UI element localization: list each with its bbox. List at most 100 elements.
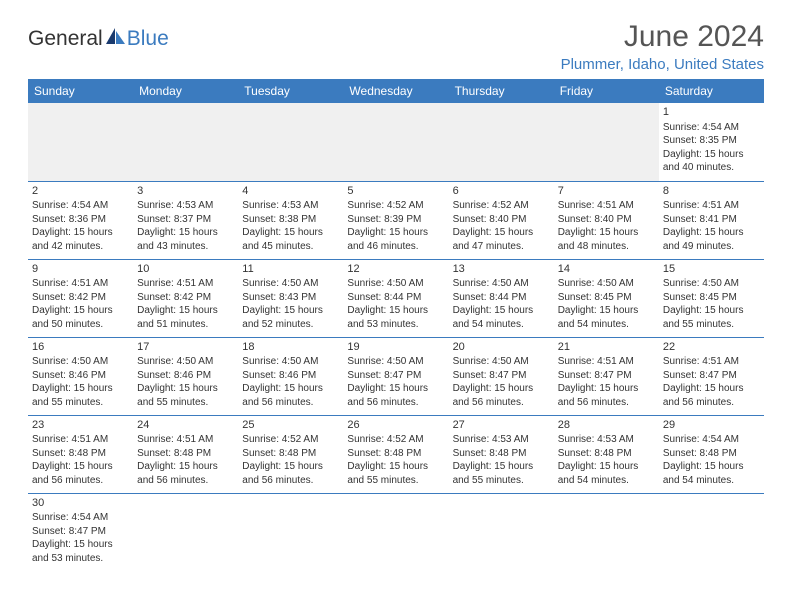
sunrise-line: Sunrise: 4:53 AM: [453, 433, 550, 447]
day-number: 12: [347, 262, 444, 277]
daylight-line: Daylight: 15 hours and 56 minutes.: [32, 460, 129, 487]
daylight-line: Daylight: 15 hours and 55 minutes.: [137, 382, 234, 409]
calendar-day: 1Sunrise: 4:54 AMSunset: 8:35 PMDaylight…: [659, 103, 764, 181]
sunset-line: Sunset: 8:47 PM: [347, 369, 444, 383]
daylight-line: Daylight: 15 hours and 54 minutes.: [558, 304, 655, 331]
calendar-week: 1Sunrise: 4:54 AMSunset: 8:35 PMDaylight…: [28, 103, 764, 181]
sunset-line: Sunset: 8:47 PM: [453, 369, 550, 383]
sunrise-line: Sunrise: 4:50 AM: [558, 277, 655, 291]
sunset-line: Sunset: 8:46 PM: [242, 369, 339, 383]
calendar-day: 25Sunrise: 4:52 AMSunset: 8:48 PMDayligh…: [238, 415, 343, 493]
day-number: 6: [453, 184, 550, 199]
daylight-line: Daylight: 15 hours and 55 minutes.: [32, 382, 129, 409]
day-header: Monday: [133, 79, 238, 103]
calendar-empty: [28, 103, 133, 181]
sunrise-line: Sunrise: 4:54 AM: [663, 433, 760, 447]
day-header: Thursday: [449, 79, 554, 103]
logo: General Blue: [28, 26, 169, 51]
daylight-line: Daylight: 15 hours and 54 minutes.: [663, 460, 760, 487]
calendar-day: 3Sunrise: 4:53 AMSunset: 8:37 PMDaylight…: [133, 181, 238, 259]
sunrise-line: Sunrise: 4:50 AM: [137, 355, 234, 369]
calendar-day: 24Sunrise: 4:51 AMSunset: 8:48 PMDayligh…: [133, 415, 238, 493]
calendar-day: 7Sunrise: 4:51 AMSunset: 8:40 PMDaylight…: [554, 181, 659, 259]
day-number: 3: [137, 184, 234, 199]
sunrise-line: Sunrise: 4:51 AM: [137, 433, 234, 447]
sunrise-line: Sunrise: 4:54 AM: [32, 199, 129, 213]
daylight-line: Daylight: 15 hours and 42 minutes.: [32, 226, 129, 253]
calendar-day: 6Sunrise: 4:52 AMSunset: 8:40 PMDaylight…: [449, 181, 554, 259]
daylight-line: Daylight: 15 hours and 50 minutes.: [32, 304, 129, 331]
sunset-line: Sunset: 8:48 PM: [32, 447, 129, 461]
daylight-line: Daylight: 15 hours and 43 minutes.: [137, 226, 234, 253]
sunrise-line: Sunrise: 4:50 AM: [242, 355, 339, 369]
daylight-line: Daylight: 15 hours and 54 minutes.: [558, 460, 655, 487]
sunset-line: Sunset: 8:41 PM: [663, 213, 760, 227]
sunset-line: Sunset: 8:36 PM: [32, 213, 129, 227]
daylight-line: Daylight: 15 hours and 56 minutes.: [242, 382, 339, 409]
sunset-line: Sunset: 8:43 PM: [242, 291, 339, 305]
sunset-line: Sunset: 8:48 PM: [242, 447, 339, 461]
calendar-body: 1Sunrise: 4:54 AMSunset: 8:35 PMDaylight…: [28, 103, 764, 571]
sunset-line: Sunset: 8:44 PM: [347, 291, 444, 305]
daylight-line: Daylight: 15 hours and 56 minutes.: [137, 460, 234, 487]
daylight-line: Daylight: 15 hours and 53 minutes.: [32, 538, 129, 565]
day-number: 29: [663, 418, 760, 433]
sunrise-line: Sunrise: 4:50 AM: [347, 355, 444, 369]
calendar-empty: [133, 493, 238, 571]
sunset-line: Sunset: 8:42 PM: [137, 291, 234, 305]
location-text: Plummer, Idaho, United States: [561, 56, 764, 73]
day-header: Friday: [554, 79, 659, 103]
calendar-day: 13Sunrise: 4:50 AMSunset: 8:44 PMDayligh…: [449, 259, 554, 337]
daylight-line: Daylight: 15 hours and 56 minutes.: [242, 460, 339, 487]
sunset-line: Sunset: 8:47 PM: [663, 369, 760, 383]
sunrise-line: Sunrise: 4:52 AM: [347, 199, 444, 213]
day-header-row: SundayMondayTuesdayWednesdayThursdayFrid…: [28, 79, 764, 103]
day-number: 10: [137, 262, 234, 277]
daylight-line: Daylight: 15 hours and 56 minutes.: [347, 382, 444, 409]
day-number: 30: [32, 496, 129, 511]
calendar-day: 5Sunrise: 4:52 AMSunset: 8:39 PMDaylight…: [343, 181, 448, 259]
sunrise-line: Sunrise: 4:51 AM: [32, 433, 129, 447]
day-number: 11: [242, 262, 339, 277]
daylight-line: Daylight: 15 hours and 47 minutes.: [453, 226, 550, 253]
calendar-day: 29Sunrise: 4:54 AMSunset: 8:48 PMDayligh…: [659, 415, 764, 493]
day-number: 21: [558, 340, 655, 355]
day-header: Saturday: [659, 79, 764, 103]
sunset-line: Sunset: 8:42 PM: [32, 291, 129, 305]
calendar-day: 15Sunrise: 4:50 AMSunset: 8:45 PMDayligh…: [659, 259, 764, 337]
daylight-line: Daylight: 15 hours and 56 minutes.: [558, 382, 655, 409]
day-number: 25: [242, 418, 339, 433]
sunset-line: Sunset: 8:46 PM: [32, 369, 129, 383]
day-header: Wednesday: [343, 79, 448, 103]
sunset-line: Sunset: 8:40 PM: [453, 213, 550, 227]
sunrise-line: Sunrise: 4:50 AM: [32, 355, 129, 369]
logo-sail-icon: [105, 26, 127, 51]
sunrise-line: Sunrise: 4:54 AM: [663, 121, 760, 135]
sunrise-line: Sunrise: 4:50 AM: [453, 277, 550, 291]
day-number: 13: [453, 262, 550, 277]
calendar-day: 2Sunrise: 4:54 AMSunset: 8:36 PMDaylight…: [28, 181, 133, 259]
day-number: 8: [663, 184, 760, 199]
daylight-line: Daylight: 15 hours and 52 minutes.: [242, 304, 339, 331]
sunrise-line: Sunrise: 4:51 AM: [558, 199, 655, 213]
sunset-line: Sunset: 8:48 PM: [137, 447, 234, 461]
sunrise-line: Sunrise: 4:53 AM: [242, 199, 339, 213]
calendar-empty: [554, 493, 659, 571]
sunset-line: Sunset: 8:40 PM: [558, 213, 655, 227]
title-block: June 2024 Plummer, Idaho, United States: [561, 20, 764, 73]
month-title: June 2024: [561, 20, 764, 54]
calendar-day: 28Sunrise: 4:53 AMSunset: 8:48 PMDayligh…: [554, 415, 659, 493]
sunset-line: Sunset: 8:35 PM: [663, 134, 760, 148]
daylight-line: Daylight: 15 hours and 51 minutes.: [137, 304, 234, 331]
calendar-day: 10Sunrise: 4:51 AMSunset: 8:42 PMDayligh…: [133, 259, 238, 337]
sunset-line: Sunset: 8:37 PM: [137, 213, 234, 227]
day-number: 15: [663, 262, 760, 277]
day-number: 26: [347, 418, 444, 433]
logo-text-general: General: [28, 27, 103, 51]
daylight-line: Daylight: 15 hours and 49 minutes.: [663, 226, 760, 253]
calendar-day: 21Sunrise: 4:51 AMSunset: 8:47 PMDayligh…: [554, 337, 659, 415]
day-number: 4: [242, 184, 339, 199]
daylight-line: Daylight: 15 hours and 56 minutes.: [453, 382, 550, 409]
sunrise-line: Sunrise: 4:53 AM: [137, 199, 234, 213]
day-number: 22: [663, 340, 760, 355]
